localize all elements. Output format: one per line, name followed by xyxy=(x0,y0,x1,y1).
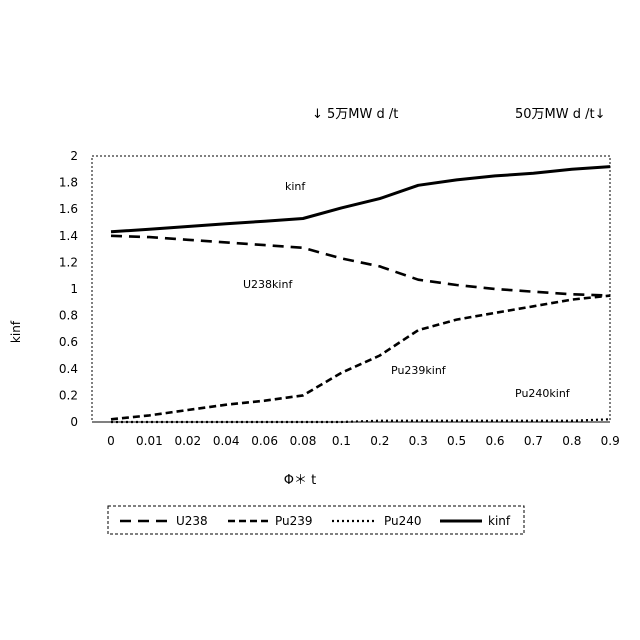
legend: U238 Pu239 Pu240 kinf xyxy=(108,506,524,534)
y-tick-label: 2 xyxy=(70,149,78,163)
x-tick-label: 0.5 xyxy=(447,434,466,448)
legend-label-pu240: Pu240 xyxy=(384,514,422,528)
x-tick-label: 0.7 xyxy=(524,434,543,448)
legend-label-kinf: kinf xyxy=(488,514,511,528)
annotation-kinf: kinf xyxy=(285,180,306,193)
x-tick-label: 0.3 xyxy=(409,434,428,448)
legend-item-pu239: Pu239 xyxy=(228,514,313,528)
series-line-pu239 xyxy=(111,296,610,420)
x-tick-label: 0 xyxy=(107,434,115,448)
y-tick-label: 0.4 xyxy=(59,362,78,376)
series-line-kinf xyxy=(111,167,610,232)
y-tick-label: 0.8 xyxy=(59,309,78,323)
legend-label-pu239: Pu239 xyxy=(275,514,313,528)
x-tick-label: 0.2 xyxy=(370,434,389,448)
legend-item-u238: U238 xyxy=(120,514,208,528)
y-tick-label: 0.2 xyxy=(59,388,78,402)
legend-item-pu240: Pu240 xyxy=(332,514,422,528)
y-tick-label: 1.8 xyxy=(59,176,78,190)
plot-border xyxy=(92,156,610,422)
x-tick-label: 0.8 xyxy=(562,434,581,448)
legend-item-kinf: kinf xyxy=(440,514,511,528)
y-tick-label: 1.4 xyxy=(59,229,78,243)
y-tick-label: 0.6 xyxy=(59,335,78,349)
series-line-u238 xyxy=(111,236,610,296)
annotation-u238: U238kinf xyxy=(243,278,293,291)
x-tick-label: 0.01 xyxy=(136,434,163,448)
x-axis-title: Φ＊ t xyxy=(284,473,316,488)
y-tick-label: 1.6 xyxy=(59,202,78,216)
annotation-pu239: Pu239kinf xyxy=(391,364,447,377)
y-axis-title: kinf xyxy=(9,320,23,343)
annotation-50man: 50万MW d /t↓ xyxy=(515,107,606,122)
annotation-pu240: Pu240kinf xyxy=(515,387,571,400)
y-tick-label: 0 xyxy=(70,415,78,429)
y-tick-label: 1.2 xyxy=(59,255,78,269)
annotation-5man: ↓ 5万MW d /t xyxy=(312,107,398,122)
x-axis-ticks: 0 0.01 0.02 0.04 0.06 0.08 0.1 0.2 0.3 0.5 0.6 0.7 0… xyxy=(107,434,620,448)
x-tick-label: 0.02 xyxy=(174,434,201,448)
x-tick-label: 0.08 xyxy=(290,434,317,448)
series-lines xyxy=(111,167,610,422)
x-tick-label: 0.06 xyxy=(251,434,278,448)
x-tick-label: 0.04 xyxy=(213,434,240,448)
legend-label-u238: U238 xyxy=(176,514,208,528)
x-tick-label: 0.6 xyxy=(485,434,504,448)
y-tick-label: 1 xyxy=(70,282,78,296)
x-tick-label: 0.9 xyxy=(601,434,620,448)
y-axis-ticks: 0 0.2 0.4 0.6 0.8 1 1.2 1.4 1.6 1.8 2 xyxy=(59,149,78,429)
x-tick-label: 0.1 xyxy=(332,434,351,448)
